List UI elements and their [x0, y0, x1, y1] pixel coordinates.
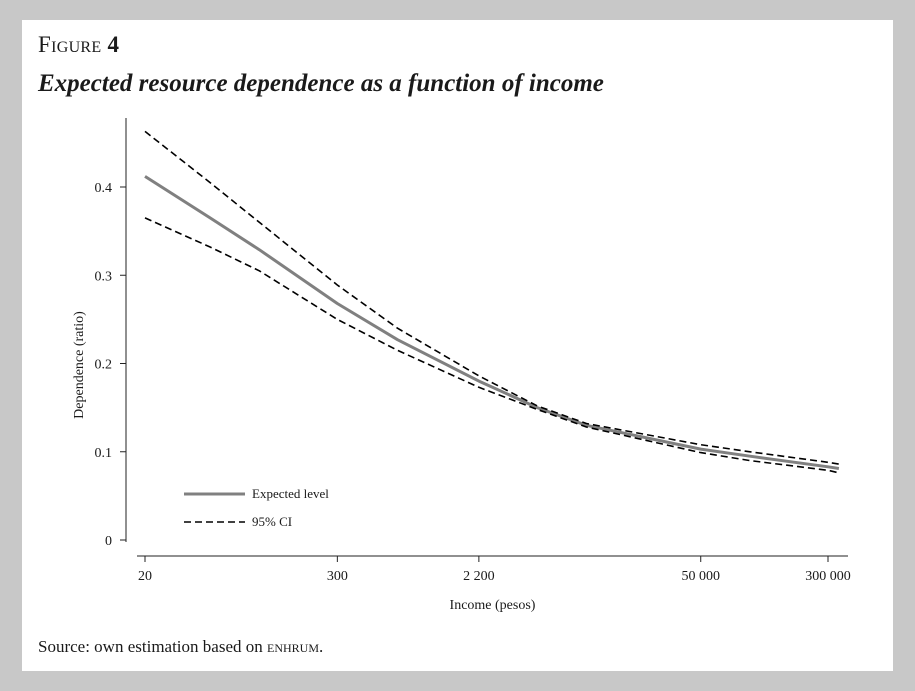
figure-label: Figure 4	[38, 32, 119, 58]
y-tick-label: 0	[105, 534, 112, 549]
chart-axes: 0 0.1 0.2 0.3 0.4 20 300 2 200 50 000 300 000 Inco…	[72, 118, 851, 613]
x-tick-label: 300 000	[805, 569, 851, 584]
y-tick-label: 0.4	[95, 181, 113, 196]
legend-label: Expected level	[252, 486, 329, 501]
x-axis-label: Income (pesos)	[450, 598, 536, 613]
source-dataset: enhrum	[267, 637, 320, 656]
source-prefix: Source: own estimation based on	[38, 637, 267, 656]
figure-number: 4	[107, 32, 120, 57]
series-line-ci-lower	[144, 217, 840, 474]
y-tick-label: 0.2	[95, 358, 113, 373]
figure-title: Expected resource dependence as a functi…	[38, 70, 604, 97]
y-tick-label: 0.3	[95, 269, 113, 284]
figure-label-prefix: Figure	[38, 32, 102, 57]
x-tick-label: 20	[138, 569, 152, 584]
chart-lines	[144, 130, 840, 474]
figure-panel: Figure 4 Expected resource dependence as…	[22, 20, 893, 671]
source-suffix: .	[319, 637, 324, 656]
y-tick-label: 0.1	[95, 446, 113, 461]
x-tick-label: 300	[327, 569, 348, 584]
figure-source: Source: own estimation based on enhrum.	[38, 637, 323, 657]
y-axis-label: Dependence (ratio)	[72, 311, 87, 419]
x-tick-label: 50 000	[681, 569, 720, 584]
series-line-ci-upper	[144, 130, 840, 465]
legend-label: 95% CI	[252, 514, 292, 529]
x-tick-label: 2 200	[463, 569, 495, 584]
series-line-expected	[144, 175, 840, 470]
chart-legend: Expected level 95% CI	[184, 486, 329, 529]
